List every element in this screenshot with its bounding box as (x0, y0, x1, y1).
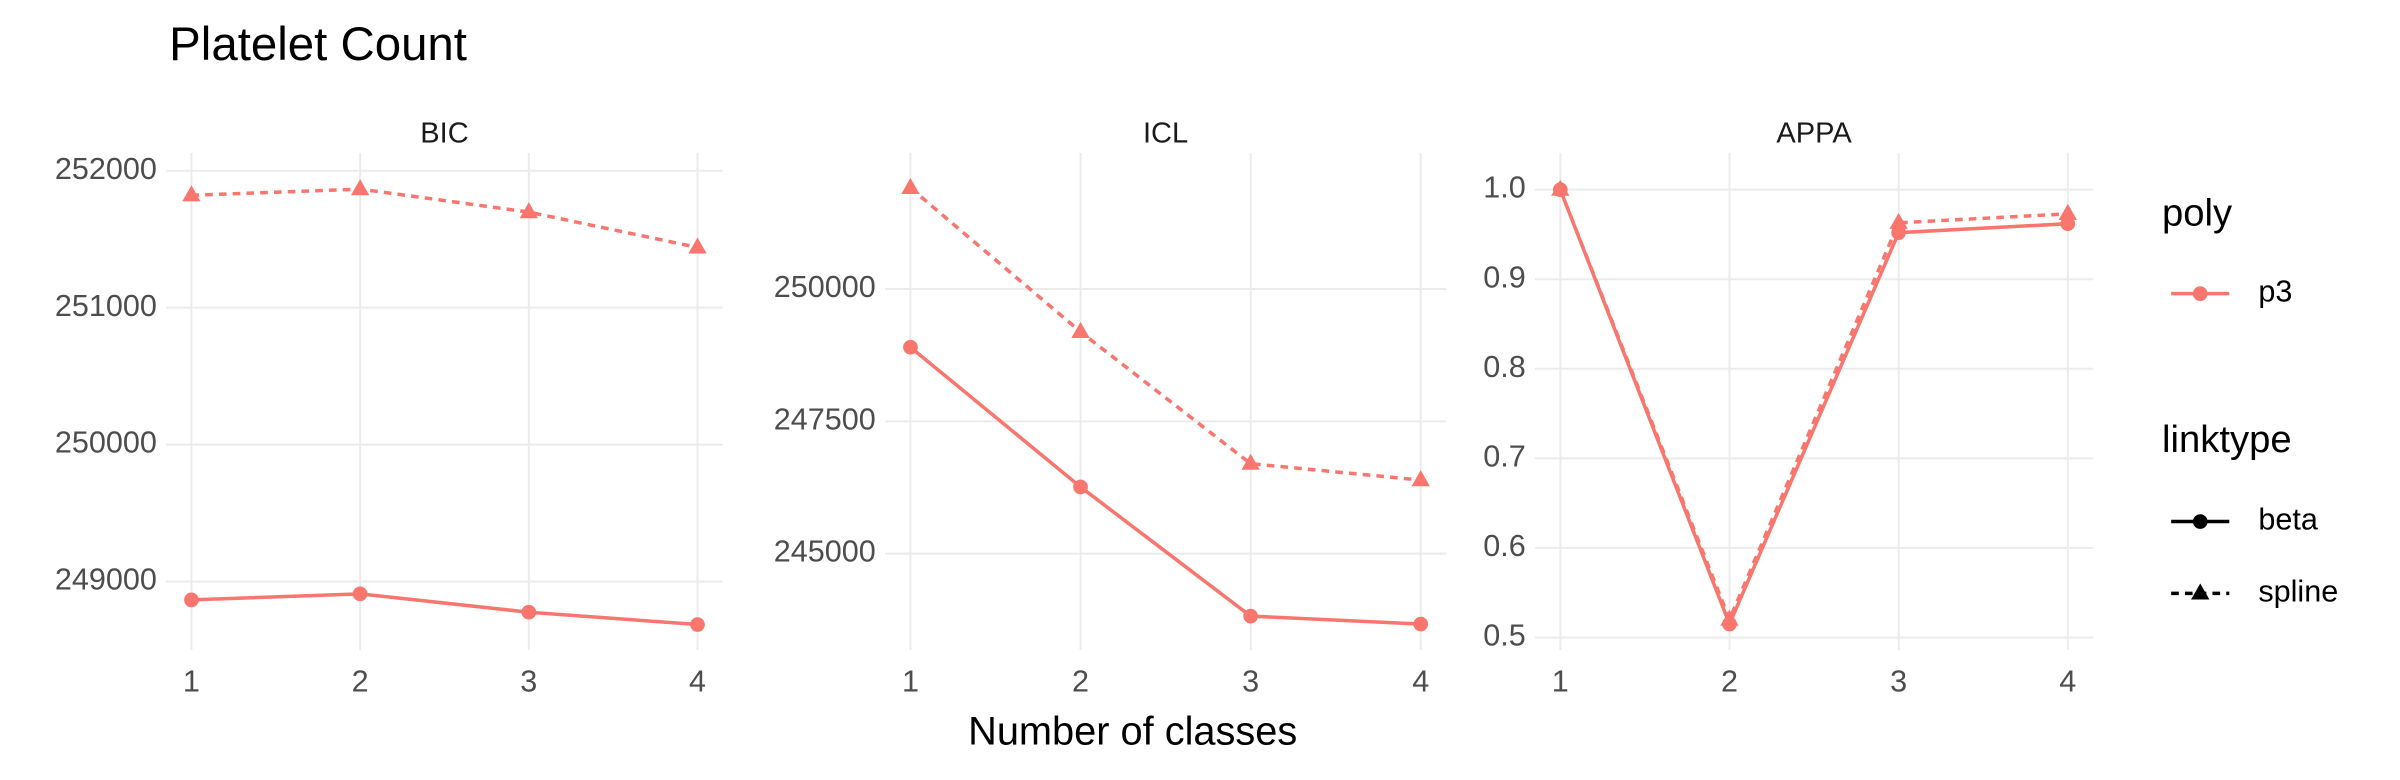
legend-title: linktype (2162, 418, 2292, 461)
x-tick-label: 3 (1242, 665, 1259, 699)
x-tick-label: 2 (1072, 665, 1089, 699)
legend-label: spline (2258, 574, 2338, 608)
x-tick-label: 4 (1412, 665, 1429, 699)
y-tick-label: 0.7 (1483, 439, 1526, 473)
line (909, 186, 1421, 482)
panel-title: BIC (420, 117, 468, 149)
point (901, 177, 920, 194)
point (1241, 453, 1260, 470)
point (688, 237, 707, 254)
y-tick-label: 249000 (55, 563, 157, 597)
y-tick-label: 0.6 (1483, 529, 1526, 563)
y-tick-label: 247500 (774, 402, 876, 436)
point (182, 185, 201, 202)
line (191, 187, 698, 250)
point (1551, 179, 1570, 196)
y-tick-label: 251000 (55, 289, 157, 323)
x-tick-label: 4 (689, 665, 706, 699)
line (909, 345, 1421, 626)
point (1073, 479, 1088, 495)
x-tick-label: 4 (2059, 665, 2076, 699)
point (2060, 216, 2076, 232)
y-tick-label: 0.9 (1483, 260, 1526, 294)
x-tick-label: 1 (183, 665, 200, 699)
point (2192, 286, 2208, 301)
line (1558, 189, 2068, 629)
point (1243, 608, 1258, 624)
chart-title: Platelet Count (169, 18, 467, 71)
point (2192, 514, 2208, 529)
panel-title: ICL (1143, 117, 1188, 149)
y-tick-label: 250000 (774, 270, 876, 304)
x-axis-label: Number of classes (968, 710, 1297, 754)
point (903, 339, 918, 355)
x-tick-label: 2 (1721, 665, 1738, 699)
point (1889, 212, 1908, 229)
y-tick-label: 252000 (55, 152, 157, 186)
point (2191, 583, 2210, 600)
legend-label: p3 (2258, 275, 2292, 309)
line (1558, 189, 2068, 625)
legend-title: poly (2162, 192, 2233, 235)
x-tick-label: 1 (1552, 665, 1569, 699)
point (1411, 470, 1430, 487)
point (184, 592, 199, 608)
point (350, 179, 370, 196)
point (690, 617, 705, 632)
x-tick-label: 3 (520, 665, 537, 699)
x-tick-label: 1 (902, 665, 919, 699)
y-tick-label: 245000 (774, 535, 876, 569)
legend-label: beta (2258, 503, 2318, 537)
x-tick-label: 2 (352, 665, 369, 699)
y-tick-label: 1.0 (1483, 171, 1526, 205)
y-tick-label: 0.8 (1483, 350, 1526, 384)
y-tick-label: 250000 (55, 426, 157, 460)
point (352, 586, 368, 602)
point (1413, 616, 1429, 632)
panel-title: APPA (1776, 117, 1852, 149)
point (1071, 321, 1090, 338)
y-tick-label: 0.5 (1483, 619, 1526, 653)
line (191, 592, 698, 627)
point (1720, 609, 1739, 626)
point (2058, 203, 2077, 220)
point (521, 604, 537, 620)
point (519, 202, 538, 219)
x-tick-label: 3 (1890, 665, 1907, 699)
